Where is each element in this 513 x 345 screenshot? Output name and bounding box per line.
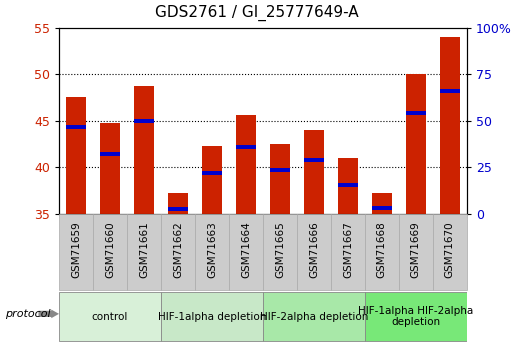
FancyBboxPatch shape [297, 214, 331, 290]
Text: GSM71663: GSM71663 [207, 221, 217, 278]
Bar [371, 206, 392, 210]
Text: HIF-1alpha HIF-2alpha
depletion: HIF-1alpha HIF-2alpha depletion [358, 306, 473, 327]
Bar [371, 194, 392, 214]
FancyBboxPatch shape [263, 293, 365, 341]
Text: GSM71666: GSM71666 [309, 221, 319, 278]
Text: GSM71661: GSM71661 [139, 221, 149, 278]
Bar [168, 194, 188, 214]
Bar [338, 183, 358, 187]
Bar [100, 122, 120, 214]
Bar [406, 74, 426, 214]
Bar [338, 158, 358, 214]
Text: GSM71662: GSM71662 [173, 221, 183, 278]
FancyBboxPatch shape [263, 214, 297, 290]
FancyBboxPatch shape [331, 214, 365, 290]
Text: GSM71667: GSM71667 [343, 221, 353, 278]
Bar [134, 86, 154, 214]
Bar [304, 130, 324, 214]
Text: GSM71665: GSM71665 [275, 221, 285, 278]
Text: GSM71660: GSM71660 [105, 221, 115, 278]
Text: protocol: protocol [5, 309, 51, 319]
FancyBboxPatch shape [127, 214, 161, 290]
Bar [66, 97, 86, 214]
FancyBboxPatch shape [365, 214, 399, 290]
Bar [270, 168, 290, 172]
Bar [270, 144, 290, 214]
Bar [406, 111, 426, 115]
Text: GSM71669: GSM71669 [411, 221, 421, 278]
FancyBboxPatch shape [229, 214, 263, 290]
Bar [66, 125, 86, 129]
FancyBboxPatch shape [59, 214, 93, 290]
Text: HIF-2alpha depletion: HIF-2alpha depletion [260, 312, 368, 322]
Text: GSM71659: GSM71659 [71, 221, 81, 278]
FancyBboxPatch shape [365, 293, 467, 341]
Text: GSM71668: GSM71668 [377, 221, 387, 278]
FancyBboxPatch shape [59, 293, 161, 341]
Bar [304, 158, 324, 162]
Bar [202, 146, 222, 214]
Bar [235, 115, 256, 214]
Bar [168, 207, 188, 211]
FancyBboxPatch shape [161, 214, 195, 290]
Bar [440, 37, 460, 214]
Text: GSM71670: GSM71670 [445, 221, 455, 278]
FancyBboxPatch shape [161, 293, 263, 341]
FancyBboxPatch shape [93, 214, 127, 290]
FancyBboxPatch shape [433, 214, 467, 290]
FancyBboxPatch shape [399, 214, 433, 290]
Bar [134, 119, 154, 123]
Bar [100, 152, 120, 156]
Bar [235, 145, 256, 149]
Bar [202, 171, 222, 175]
Text: control: control [92, 312, 128, 322]
FancyBboxPatch shape [195, 214, 229, 290]
Text: HIF-1alpha depletion: HIF-1alpha depletion [157, 312, 266, 322]
Text: GSM71664: GSM71664 [241, 221, 251, 278]
Bar [440, 89, 460, 93]
Text: GDS2761 / GI_25777649-A: GDS2761 / GI_25777649-A [155, 5, 358, 21]
